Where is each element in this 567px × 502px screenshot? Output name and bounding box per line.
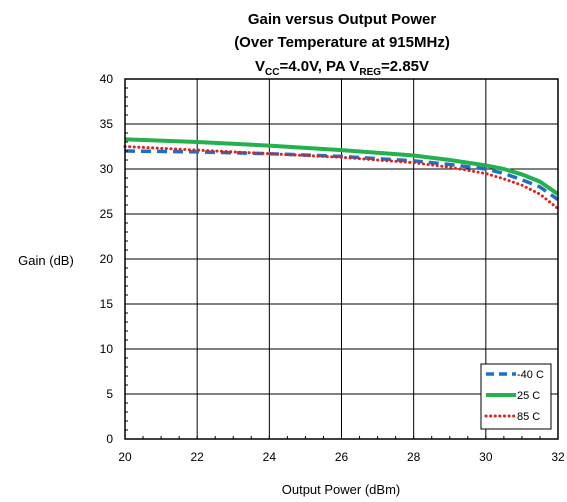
y-tick-label: 5 [106,387,113,401]
x-tick-label: 24 [263,450,277,464]
y-tick-label: 35 [100,117,114,131]
axes [124,78,559,440]
y-tick-label: 10 [100,342,114,356]
y-axis-label: Gain (dB) [18,253,74,268]
y-tick-label: 20 [100,252,114,266]
y-tick-label: 40 [100,72,114,86]
chart-title: Gain versus Output Power [248,11,437,28]
y-tick-label: 0 [106,432,113,446]
y-tick-label: 25 [100,207,114,221]
legend-label: -40 C [517,369,544,381]
series-line-25c [124,137,560,196]
chart-subtitle: (Over Temperature at 915MHz) [234,34,450,51]
chart-subtitle-conditions: VCC=4.0V, PA VREG=2.85V [255,58,429,78]
x-tick-label: 30 [479,450,493,464]
legend-label: 85 C [517,411,540,423]
tick-labels: 0 5 10 15 20 25 30 35 40 20 22 24 26 28 30 32 [100,72,565,464]
series-line-85c [123,145,560,211]
x-tick-label: 26 [335,450,349,464]
legend: -40 C 25 C 85 C [480,363,552,430]
x-axis-label: Output Power (dBm) [282,482,401,497]
x-tick-label: 32 [551,450,565,464]
x-tick-label: 22 [190,450,204,464]
y-tick-label: 30 [100,162,114,176]
legend-label: 25 C [517,390,540,402]
x-tick-label: 28 [407,450,421,464]
x-tick-label: 20 [118,450,132,464]
series-group [123,137,560,211]
y-tick-label: 15 [100,297,114,311]
